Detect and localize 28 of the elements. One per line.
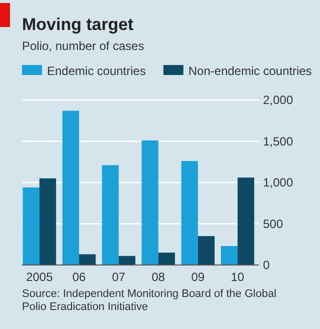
bar bbox=[22, 187, 40, 265]
x-tick-label: 10 bbox=[230, 270, 245, 284]
bar bbox=[102, 165, 119, 265]
chart-subtitle: Polio, number of cases bbox=[22, 39, 144, 53]
bar bbox=[198, 236, 215, 265]
y-tick-label: 0 bbox=[263, 258, 270, 272]
x-tick-label: 08 bbox=[152, 270, 166, 284]
y-tick-label: 1,500 bbox=[263, 134, 294, 148]
bar bbox=[142, 140, 158, 265]
bar bbox=[79, 254, 96, 265]
bar bbox=[118, 256, 136, 265]
chart-title: Moving target bbox=[22, 15, 134, 34]
bar bbox=[39, 178, 56, 265]
bar bbox=[220, 246, 238, 265]
bar bbox=[62, 110, 80, 265]
bar bbox=[158, 252, 175, 265]
bar bbox=[181, 161, 198, 265]
y-tick-label: 1,000 bbox=[263, 176, 294, 190]
y-tick-label: 2,000 bbox=[263, 93, 294, 108]
bar bbox=[238, 178, 254, 265]
legend-label: Endemic countries bbox=[47, 64, 146, 78]
legend-label: Non-endemic countries bbox=[188, 64, 312, 78]
y-tick-label: 500 bbox=[263, 216, 284, 231]
source-note: Source: Independent Monitoring Board of the Global Polio Eradication Initiative bbox=[22, 288, 276, 313]
x-tick-label: 09 bbox=[191, 270, 205, 284]
x-tick-label: 07 bbox=[112, 270, 126, 284]
x-tick-label: 06 bbox=[72, 270, 86, 284]
x-tick-label: 2005 bbox=[26, 270, 54, 284]
